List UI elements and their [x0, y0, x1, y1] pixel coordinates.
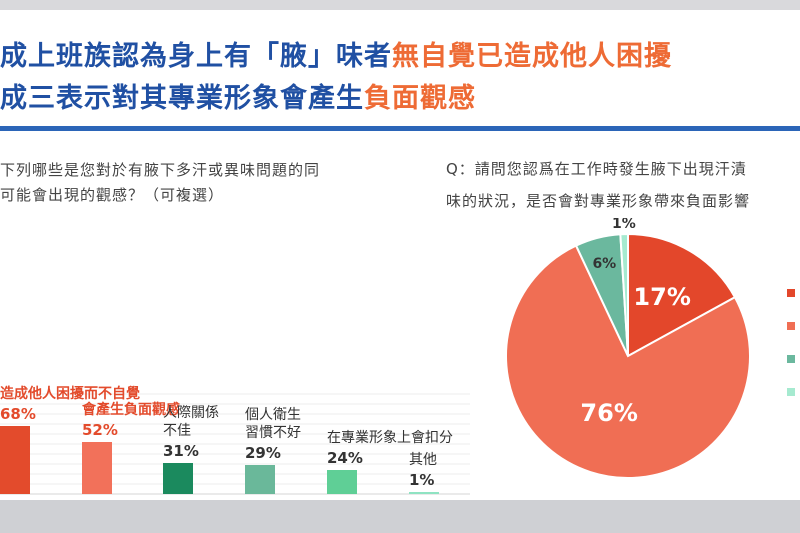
slide-title-line1: 成上班族認為身上有「腋」味者無自覺已造成他人困擾: [0, 34, 672, 73]
bar-value-label: 24%: [327, 449, 363, 467]
pie-slice-label: 17%: [633, 283, 690, 311]
legend-marker: [787, 322, 795, 330]
bar: [0, 426, 30, 494]
top-window-strip: [0, 0, 800, 10]
slide-title-line2: 成三表示對其專業形象會產生負面觀感: [0, 76, 476, 115]
left-question-line1: 下列哪些是您對於有腋下多汗或異味問題的同: [0, 161, 321, 179]
bar: [163, 463, 193, 494]
bar-category-label: 其他: [409, 452, 437, 468]
bottom-window-strip: [0, 500, 800, 533]
bar: [327, 470, 357, 494]
legend-marker: [787, 355, 795, 363]
bar-value-label: 52%: [82, 421, 118, 439]
bar-value-label: 31%: [163, 442, 199, 460]
bar-category-label: 在專業形象上會扣分: [327, 430, 453, 446]
title-divider: [0, 126, 800, 131]
bar-category-label: 人際關係: [163, 405, 219, 421]
pie-chart: 17% 76% 6% 1%: [505, 218, 751, 478]
pie-legend: [787, 289, 795, 396]
bar-category-label: 不佳: [163, 423, 191, 439]
bar: [245, 465, 275, 494]
pie-slice-label: 76%: [580, 399, 637, 427]
bar-category-label: 習慣不好: [245, 424, 301, 441]
right-question-line1: Q：請問您認爲在工作時發生腋下出現汗漬: [446, 160, 747, 178]
pie-slice-label: 1%: [612, 218, 636, 232]
left-question-line2: 可能會出現的觀感？（可複選）: [0, 186, 225, 204]
right-question-line2: 味的狀況，是否會對專業形象帶來負面影響: [446, 192, 751, 210]
title-line1-part2: 無自覺已造成他人困擾: [392, 41, 672, 72]
title-line2-part1: 成三表示對其專業形象會產生: [0, 83, 364, 114]
bar-category-label: 個人衛生: [245, 407, 301, 423]
bar-category-label: 會產生負面觀感: [81, 401, 180, 418]
bar-value-label: 68%: [0, 405, 36, 423]
legend-marker: [787, 388, 795, 396]
bar-category-label: 造成他人困擾而不自覺: [0, 385, 140, 402]
bar-value-label: 1%: [409, 471, 434, 489]
pie-slice-label: 6%: [592, 256, 616, 272]
bar-value-label: 29%: [245, 444, 281, 462]
pie-slice: [619, 232, 629, 357]
title-line1-part1: 成上班族認為身上有「腋」味者: [0, 41, 392, 72]
title-line2-part2: 負面觀感: [364, 83, 476, 114]
legend-marker: [787, 289, 795, 297]
bar: [409, 492, 439, 494]
pie-slice: [627, 232, 737, 358]
bar: [82, 442, 112, 494]
pie-slice: [505, 244, 751, 478]
